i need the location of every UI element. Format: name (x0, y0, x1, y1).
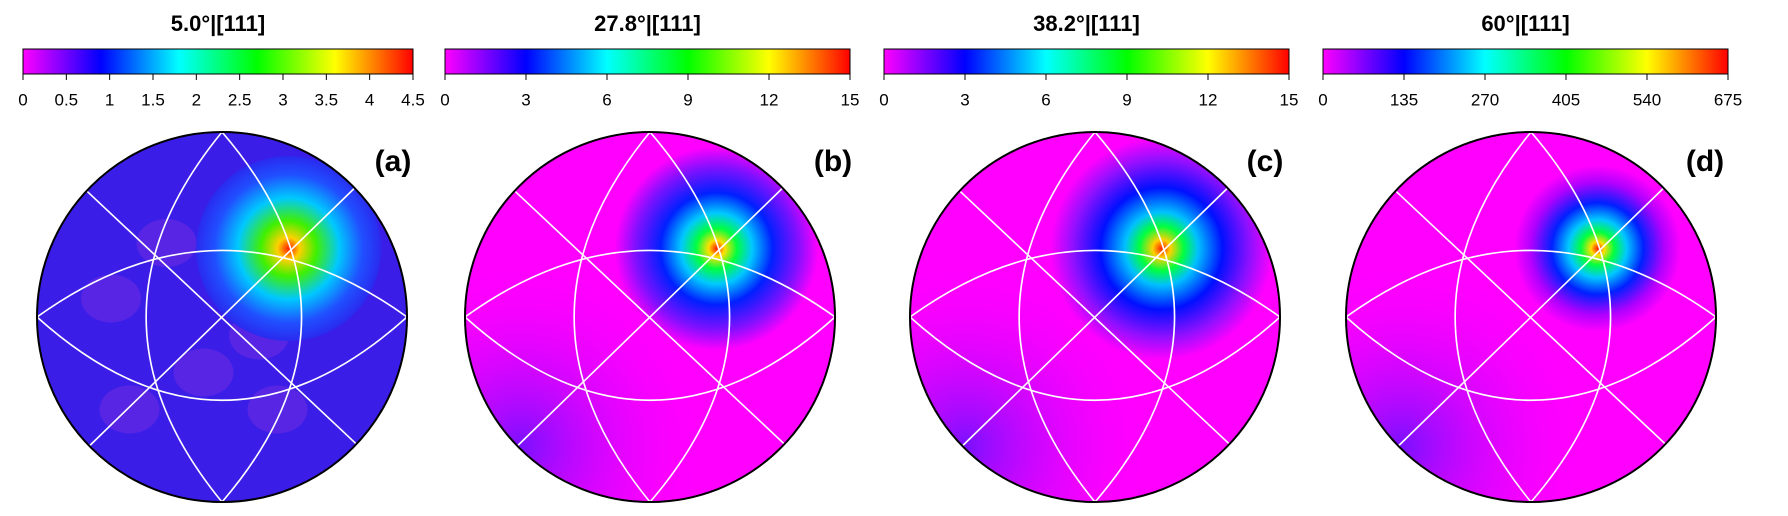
great-circle (910, 249, 1280, 318)
colorbar-tick-label: 2 (192, 90, 201, 109)
great-circle (1454, 132, 1532, 502)
colorbar-tick-label: 15 (841, 90, 860, 109)
colorbar-tick-label: 1 (105, 90, 114, 109)
panel: 38.2°|[111] 0 3 6 9 12 15 (c) (879, 11, 1299, 503)
colorbar-tick-label: 4.5 (401, 90, 425, 109)
panel-title: 38.2°|[111] (1033, 11, 1140, 36)
great-circle (145, 132, 223, 502)
colorbar-tick-label: 0.5 (55, 90, 79, 109)
pole-grid (37, 132, 407, 502)
colorbar-tick-label: 15 (1280, 90, 1299, 109)
colorbar-tick-label: 3 (960, 90, 969, 109)
panel: 60°|[111] 0 135 270 405 540 675 (d) (1318, 11, 1742, 503)
colorbar-tick-label: 2.5 (228, 90, 252, 109)
pole-field (1346, 132, 1716, 502)
pole-patch (81, 274, 141, 323)
colorbar-tick-label: 12 (1199, 90, 1218, 109)
colorbar-tick-label: 675 (1714, 90, 1742, 109)
great-circle (516, 186, 784, 448)
colorbar-tick-label: 0 (18, 90, 27, 109)
great-circle (961, 186, 1229, 448)
colorbar-tick-label: 12 (760, 90, 779, 109)
great-circle (1397, 186, 1665, 448)
great-circle (573, 132, 651, 502)
great-circle (465, 249, 835, 318)
colorbar-tick-label: 0 (879, 90, 888, 109)
pole-hotspot (614, 146, 819, 351)
colorbar-tick-label: 3 (521, 90, 530, 109)
great-circle (1094, 132, 1176, 502)
colorbar-tick-label: 540 (1633, 90, 1661, 109)
colorbar-tick-label: 135 (1390, 90, 1418, 109)
colorbar-tick-label: 6 (1041, 90, 1050, 109)
panel: 5.0°|[111] 0 0.5 1 1.5 2 2.5 3 3.5 4 4.5 (a) (18, 11, 425, 503)
colorbar-tick-label: 0 (1318, 90, 1327, 109)
great-circle (465, 316, 835, 402)
great-circle (37, 316, 407, 402)
colorbar-tick-label: 1.5 (141, 90, 165, 109)
panel-title: 5.0°|[111] (171, 11, 265, 36)
panel: 27.8°|[111] 0 3 6 9 12 15 (b) (440, 11, 860, 503)
pole-outline (464, 131, 836, 503)
pole-field (37, 132, 407, 502)
great-circle (1346, 316, 1716, 402)
great-circle (88, 186, 356, 448)
great-circle (910, 316, 1280, 402)
great-circle (1346, 249, 1716, 318)
great-circle (1018, 132, 1096, 502)
colorbar-tick-label: 4 (365, 90, 374, 109)
panel-label: (b) (814, 145, 852, 178)
pole-hotspot (196, 156, 382, 342)
colorbar-tick-label: 0 (440, 90, 449, 109)
colorbar (1322, 48, 1729, 75)
colorbar-tick-label: 9 (1122, 90, 1131, 109)
panel-title: 27.8°|[111] (594, 11, 701, 36)
great-circle (1530, 132, 1612, 502)
pole-outline (1345, 131, 1717, 503)
panel-label: (a) (375, 145, 412, 178)
pole-outline (36, 131, 408, 503)
great-circle (37, 249, 407, 318)
pole-patch (136, 219, 197, 267)
pole-grid (1346, 132, 1716, 502)
panel-title: 60°|[111] (1481, 11, 1569, 36)
colorbar-tick-label: 9 (683, 90, 692, 109)
great-circle (221, 132, 303, 502)
pole-grid (465, 132, 835, 502)
great-circle (649, 132, 731, 502)
colorbar-tick-label: 6 (602, 90, 611, 109)
pole-grid (910, 132, 1280, 502)
colorbar-tick-label: 3 (278, 90, 287, 109)
pole-patch (173, 348, 234, 397)
colorbar-tick-label: 270 (1471, 90, 1499, 109)
pole-hotspot (1050, 137, 1273, 360)
pole-patch (247, 385, 308, 434)
pole-hotspot (1514, 165, 1681, 332)
pole-outline (909, 131, 1281, 503)
colorbar-tick-label: 405 (1552, 90, 1580, 109)
panel-label: (d) (1686, 145, 1724, 178)
colorbar-tick-label: 3.5 (315, 90, 339, 109)
panel-label: (c) (1247, 145, 1284, 178)
colorbar (444, 48, 851, 75)
colorbar (883, 48, 1290, 75)
colorbar (22, 48, 414, 75)
